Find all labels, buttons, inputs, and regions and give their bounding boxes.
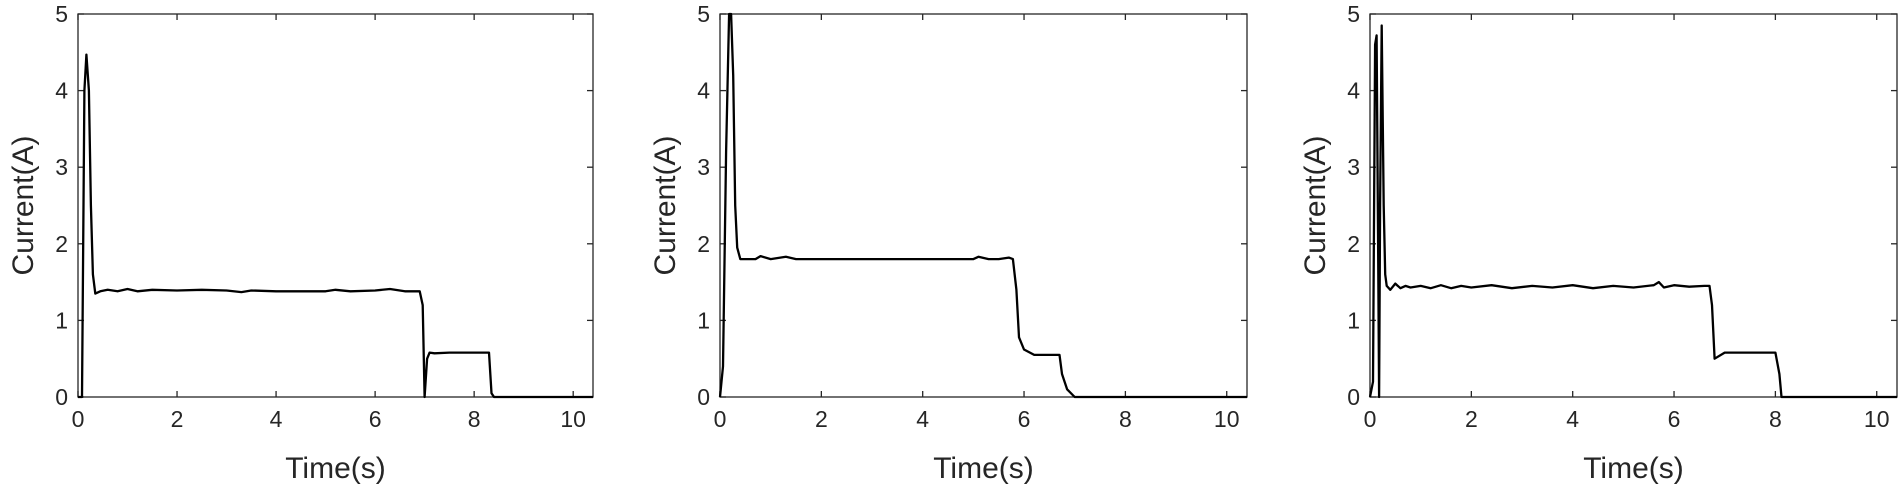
- x-tick-label: 0: [1364, 406, 1377, 432]
- y-tick-label: 1: [1347, 307, 1360, 333]
- y-tick-label: 3: [697, 154, 710, 180]
- chart-panel-3: 0 2 4 6 8 10 0 1 2 3 4 5 Time(s) Current(A): [1299, 1, 1898, 485]
- x-tick-label: 4: [1566, 406, 1579, 432]
- x-tick-label: 2: [1465, 406, 1478, 432]
- y-tick-label: 0: [1347, 384, 1360, 410]
- y-tick-label: 4: [55, 78, 68, 104]
- y-tick-label: 0: [55, 384, 68, 410]
- x-tick-label: 0: [714, 406, 727, 432]
- x-tick-label: 8: [468, 406, 481, 432]
- x-tick-label: 8: [1119, 406, 1132, 432]
- x-tick-label: 2: [171, 406, 184, 432]
- x-axis-label: Time(s): [933, 452, 1034, 485]
- y-axis-label: Current(A): [1299, 135, 1332, 275]
- axes-frame: [719, 13, 1248, 398]
- x-tick-label: 10: [1214, 406, 1240, 432]
- axes-frame: [1369, 13, 1898, 398]
- y-tick-label: 2: [1347, 231, 1360, 257]
- x-tick-label: 6: [369, 406, 382, 432]
- y-tick-label: 3: [1347, 154, 1360, 180]
- x-tick-label: 4: [916, 406, 929, 432]
- y-tick-label: 3: [55, 154, 68, 180]
- chart-panel-2: 0 2 4 6 8 10 0 1 2 3 4 5 Time(s) Current(A): [649, 1, 1248, 485]
- x-axis-label: Time(s): [285, 452, 386, 485]
- chart-panel-1: 0 2 4 6 8 10 0 1 2 3 4 5 Time(s) Current(A): [7, 1, 594, 485]
- y-tick-label: 1: [697, 307, 710, 333]
- x-tick-label: 6: [1018, 406, 1031, 432]
- axes-frame: [77, 13, 594, 398]
- x-tick-label: 0: [72, 406, 85, 432]
- x-tick-label: 6: [1668, 406, 1681, 432]
- y-tick-label: 4: [697, 78, 710, 104]
- y-tick-label: 0: [697, 384, 710, 410]
- x-tick-label: 8: [1769, 406, 1782, 432]
- x-axis-label: Time(s): [1583, 452, 1684, 485]
- series-line-1: [718, 12, 1247, 399]
- series-line-1: [78, 53, 593, 399]
- x-tick-label: 10: [560, 406, 586, 432]
- y-tick-label: 2: [55, 231, 68, 257]
- y-tick-label: 5: [55, 1, 68, 27]
- y-axis-label: Current(A): [7, 135, 40, 275]
- y-tick-label: 5: [1347, 1, 1360, 27]
- y-tick-label: 2: [697, 231, 710, 257]
- y-tick-label: 4: [1347, 78, 1360, 104]
- x-tick-label: 10: [1864, 406, 1890, 432]
- y-axis-label: Current(A): [649, 135, 682, 275]
- y-tick-label: 1: [55, 307, 68, 333]
- x-tick-label: 4: [270, 406, 283, 432]
- x-tick-label: 2: [815, 406, 828, 432]
- series-line-1: [1368, 24, 1897, 399]
- y-tick-label: 5: [697, 1, 710, 27]
